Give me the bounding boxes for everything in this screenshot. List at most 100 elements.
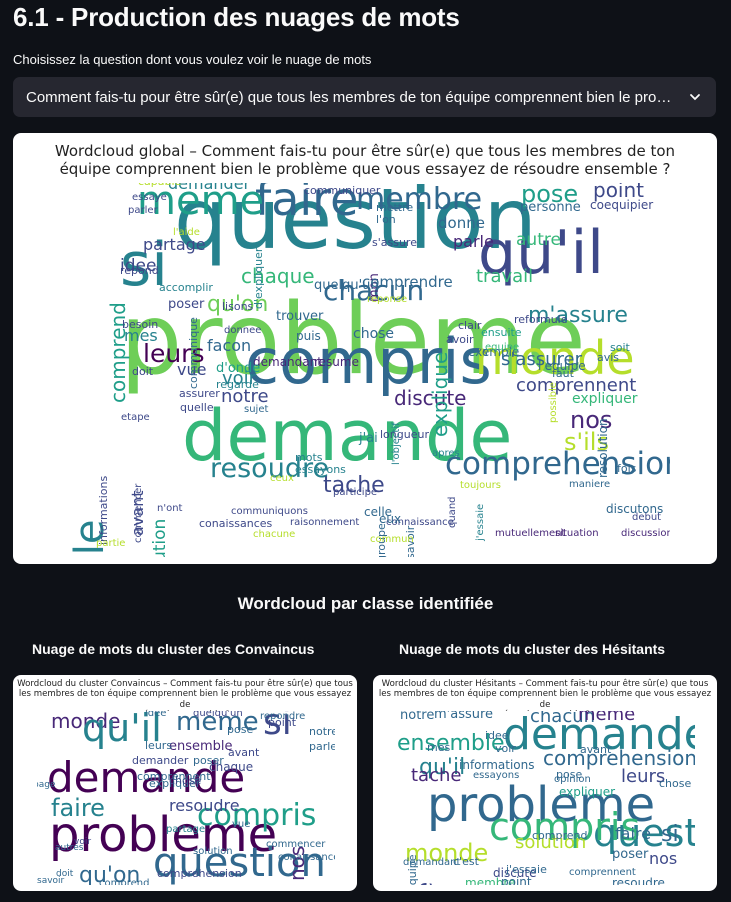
word: ensuite	[481, 326, 522, 339]
word: chose	[659, 777, 692, 790]
question-select[interactable]: Comment fais-tu pour être sûr(e) que tou…	[13, 77, 716, 117]
word: point	[501, 875, 532, 885]
word: parler	[128, 205, 158, 216]
cluster-hesitants-heading: Nuage de mots du cluster des Hésitants	[399, 641, 666, 657]
word: personne	[520, 200, 581, 215]
word: accomplir	[159, 281, 213, 294]
word: probleme	[427, 777, 656, 833]
word: si	[661, 822, 679, 847]
word: conaissances	[199, 517, 273, 530]
word: l'equipe	[538, 359, 586, 373]
word: expliquer	[572, 391, 638, 407]
word: lisons	[222, 300, 254, 313]
word: participe	[333, 487, 378, 498]
word: demander	[132, 754, 189, 767]
word: discutons	[606, 502, 664, 516]
word: faut	[552, 367, 574, 380]
word: repondre	[260, 711, 306, 722]
word: sujet	[244, 404, 269, 415]
global-wordcloud-title: Wordcloud global – Comment fais-tu pour …	[54, 142, 676, 178]
word: savoir	[37, 876, 65, 886]
word: soit	[610, 341, 630, 354]
word: facon	[207, 336, 252, 355]
word: reponse	[367, 294, 408, 305]
word: l'aide	[173, 227, 200, 238]
page-title: 6.1 - Production des nuages de mots	[13, 2, 460, 32]
word: qu'il	[478, 218, 604, 288]
word: quand	[447, 496, 458, 529]
word: equipe	[485, 342, 520, 353]
word: comprend	[532, 829, 588, 842]
word: mutuellement	[495, 528, 566, 539]
word: opinion	[554, 774, 591, 785]
word: voir	[222, 368, 257, 389]
word: assurer	[179, 387, 220, 400]
word: autre	[516, 230, 561, 250]
word: qu'on	[79, 863, 141, 886]
word: leurs	[143, 339, 205, 368]
word: comprennent	[569, 867, 636, 878]
word: chose	[353, 326, 395, 342]
word: j'essaie	[506, 863, 547, 876]
word: partie	[96, 538, 126, 549]
word: voir	[495, 742, 516, 755]
word: nos	[649, 849, 678, 868]
word: commun	[370, 534, 414, 545]
word: demande	[182, 395, 513, 477]
cluster-convaincus-heading: Nuage de mots du cluster des Convaincus	[32, 641, 315, 657]
word: situation	[555, 528, 599, 539]
word: communiquer	[304, 184, 381, 197]
word: besoin	[122, 318, 159, 331]
word: donne	[438, 214, 485, 232]
word: vue	[232, 819, 251, 830]
word: verifier	[211, 183, 247, 184]
word: doit	[56, 869, 74, 879]
word: nos	[285, 845, 309, 881]
word: monde	[475, 331, 635, 385]
word: idee	[120, 256, 157, 276]
word: quelqu'un	[193, 711, 243, 719]
word: poser	[168, 297, 205, 312]
word: notre	[400, 711, 435, 723]
word: etape	[121, 412, 150, 423]
question-select-value: Comment fais-tu pour être sûr(e) que tou…	[26, 88, 676, 106]
word: fois	[617, 462, 637, 475]
word: expliquer	[559, 785, 616, 799]
word: tache	[411, 765, 462, 786]
word: d'onde	[216, 361, 261, 376]
word: resoudre	[612, 876, 665, 885]
word: comprehension	[445, 446, 670, 482]
word: clair	[458, 319, 482, 332]
word: demander	[168, 183, 251, 193]
word: compris	[245, 325, 492, 398]
word: discute	[394, 386, 467, 410]
word: point	[268, 716, 297, 729]
word: reformule	[514, 313, 568, 326]
word: solution	[150, 518, 170, 557]
word: eux	[379, 512, 402, 526]
word: solution	[515, 832, 587, 853]
word: chacun	[530, 711, 596, 727]
word: meme	[578, 711, 636, 725]
word: essayons	[473, 770, 520, 781]
word: communiquons	[231, 506, 308, 517]
word: trouver	[276, 309, 324, 324]
word: parle	[309, 740, 335, 753]
word: demande	[503, 711, 695, 760]
word: capable	[138, 183, 181, 187]
word: apres	[432, 448, 460, 459]
word: commencer	[266, 839, 326, 850]
word: nos	[570, 406, 613, 434]
global-wordcloud: problemequestiondemandecomprismondeensem…	[70, 183, 670, 557]
word: ensemble	[169, 739, 233, 754]
word: m'assure	[434, 711, 494, 722]
word: comprehension	[157, 867, 242, 880]
word: maniere	[569, 479, 611, 490]
word: l'on	[376, 213, 396, 226]
word: regarde	[216, 378, 259, 391]
cluster-convaincus-wordcloud: demande probleme question compris monde qu'il…	[37, 711, 335, 885]
word: expliquer	[149, 777, 201, 790]
word: connaissance	[386, 517, 454, 528]
chevron-down-icon	[690, 94, 700, 101]
word: leurs	[145, 739, 173, 752]
